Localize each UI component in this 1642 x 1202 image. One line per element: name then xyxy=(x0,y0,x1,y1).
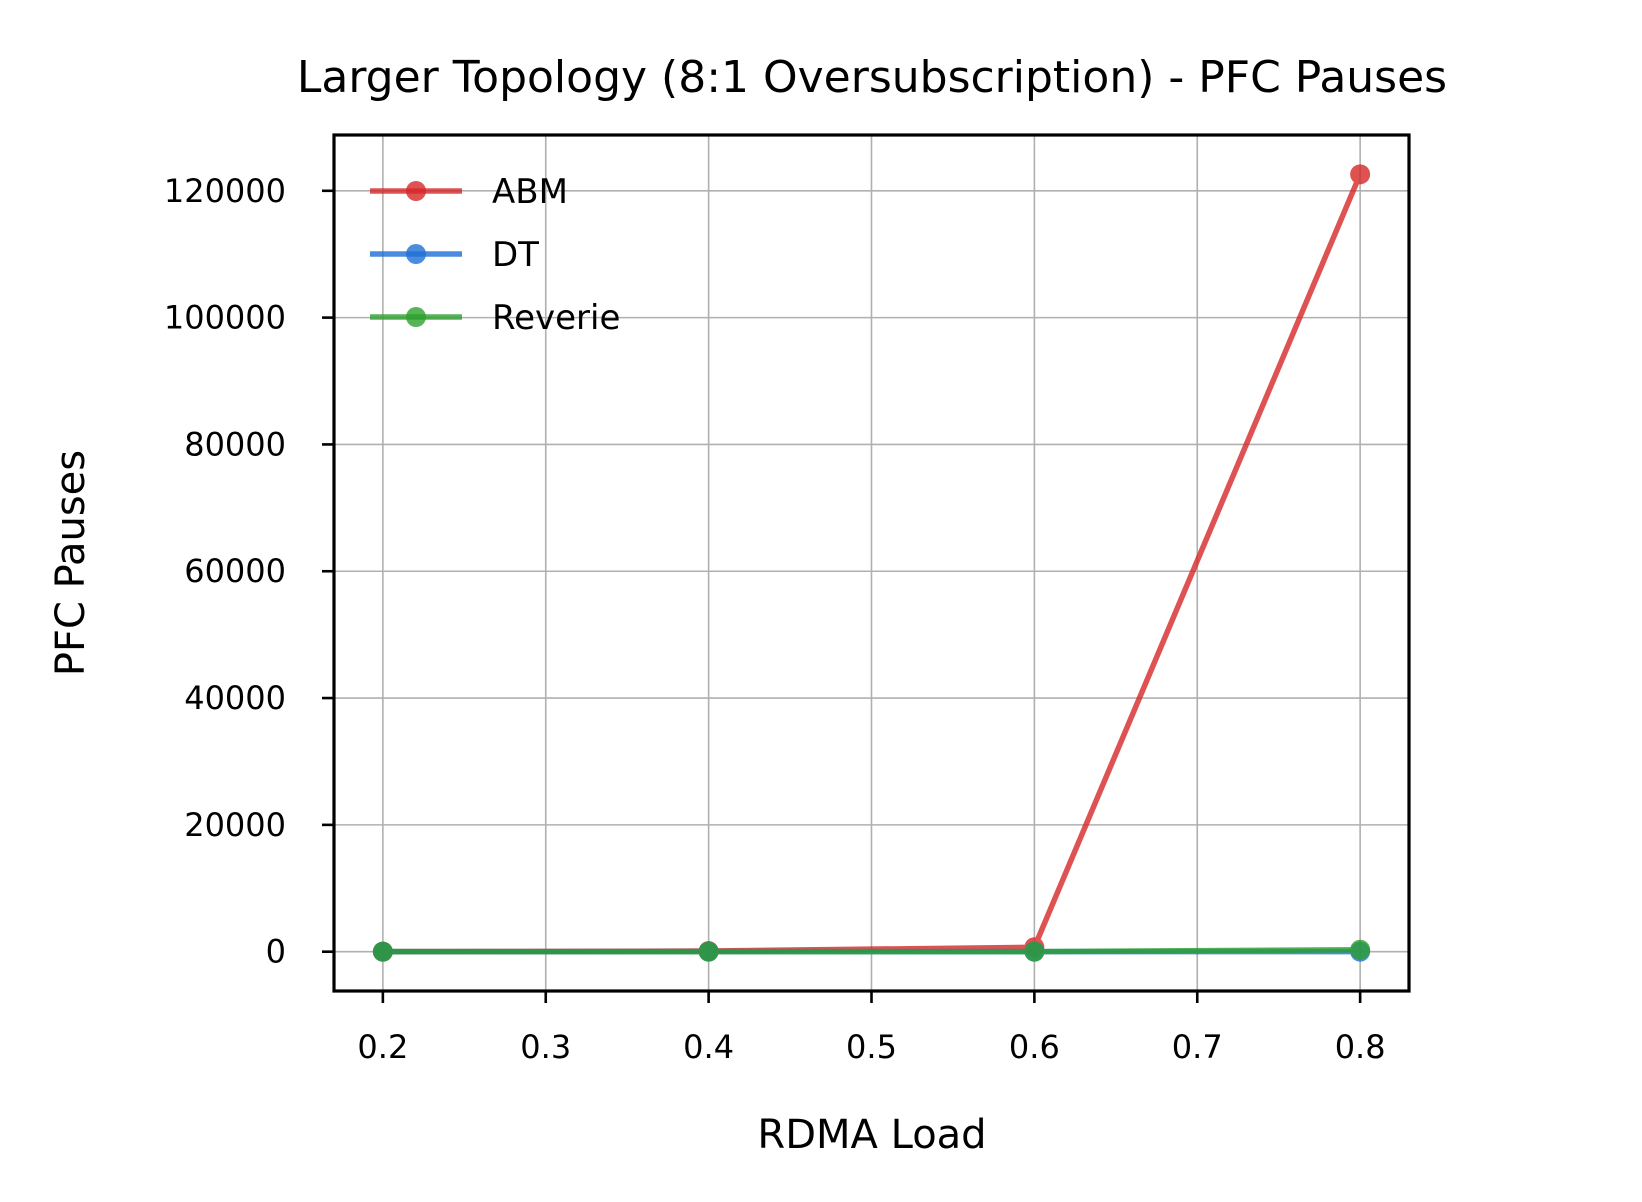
legend-entry-abm: ABM xyxy=(370,172,568,212)
series-layer xyxy=(372,164,1371,962)
y-tick-label: 80000 xyxy=(184,425,286,463)
x-tick-label: 0.7 xyxy=(1172,1028,1223,1066)
legend-label: ABM xyxy=(492,172,568,212)
y-tick-label: 120000 xyxy=(164,172,286,210)
series-line xyxy=(382,947,1361,955)
x-axis: 0.2 0.3 0.4 0.5 0.6 0.7 0.8 xyxy=(357,991,1386,1066)
y-axis: 0 20000 40000 60000 80000 100000 120000 xyxy=(164,172,334,971)
data-point xyxy=(698,941,719,962)
x-tick-label: 0.3 xyxy=(520,1028,571,1066)
data-point xyxy=(1350,939,1371,960)
x-tick-label: 0.6 xyxy=(1009,1028,1060,1066)
x-tick-label: 0.4 xyxy=(683,1028,734,1066)
legend: ABM DT Reverie xyxy=(370,172,620,338)
series-reverie xyxy=(372,939,1371,962)
legend-entry-dt: DT xyxy=(370,235,539,275)
legend-label: DT xyxy=(492,235,539,275)
x-tick-label: 0.2 xyxy=(357,1028,408,1066)
x-tick-label: 0.8 xyxy=(1335,1028,1386,1066)
y-axis-label: PFC Pauses xyxy=(48,450,94,676)
data-point xyxy=(372,941,393,962)
legend-marker xyxy=(406,244,426,264)
legend-label: Reverie xyxy=(492,298,620,338)
data-point xyxy=(1024,941,1045,962)
chart-title: Larger Topology (8:1 Oversubscription) -… xyxy=(297,52,1447,103)
legend-marker xyxy=(406,307,426,327)
x-axis-label: RDMA Load xyxy=(757,1112,986,1158)
data-point xyxy=(1350,164,1371,185)
y-tick-label: 100000 xyxy=(164,299,286,337)
y-tick-label: 40000 xyxy=(184,679,286,717)
x-tick-label: 0.5 xyxy=(846,1028,897,1066)
legend-marker xyxy=(406,181,426,201)
legend-entry-reverie: Reverie xyxy=(370,298,620,338)
y-tick-label: 60000 xyxy=(184,552,286,590)
y-tick-label: 0 xyxy=(266,933,286,971)
y-tick-label: 20000 xyxy=(184,806,286,844)
